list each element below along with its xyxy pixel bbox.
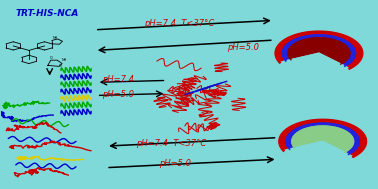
Circle shape — [279, 120, 366, 163]
Text: O: O — [59, 64, 62, 68]
Circle shape — [282, 35, 355, 71]
Wedge shape — [284, 53, 346, 72]
Text: pH=5.0: pH=5.0 — [102, 90, 135, 99]
Text: pH=7.4  T<37°C: pH=7.4 T<37°C — [144, 19, 214, 28]
Text: TRT-HIS-NCA: TRT-HIS-NCA — [16, 9, 79, 18]
Circle shape — [292, 126, 353, 157]
Circle shape — [276, 32, 362, 75]
Wedge shape — [288, 141, 350, 160]
Text: O: O — [50, 57, 53, 60]
Text: NH: NH — [62, 57, 67, 62]
Wedge shape — [282, 141, 355, 164]
Wedge shape — [278, 53, 351, 76]
Circle shape — [286, 123, 359, 160]
Circle shape — [288, 38, 350, 69]
Text: pH=5.0: pH=5.0 — [227, 43, 259, 52]
Text: pH=5.0: pH=5.0 — [159, 159, 191, 168]
Text: pH=7.4  T<37°C: pH=7.4 T<37°C — [136, 139, 206, 148]
Text: pH=7.4: pH=7.4 — [102, 75, 135, 84]
Text: NH: NH — [53, 36, 58, 40]
